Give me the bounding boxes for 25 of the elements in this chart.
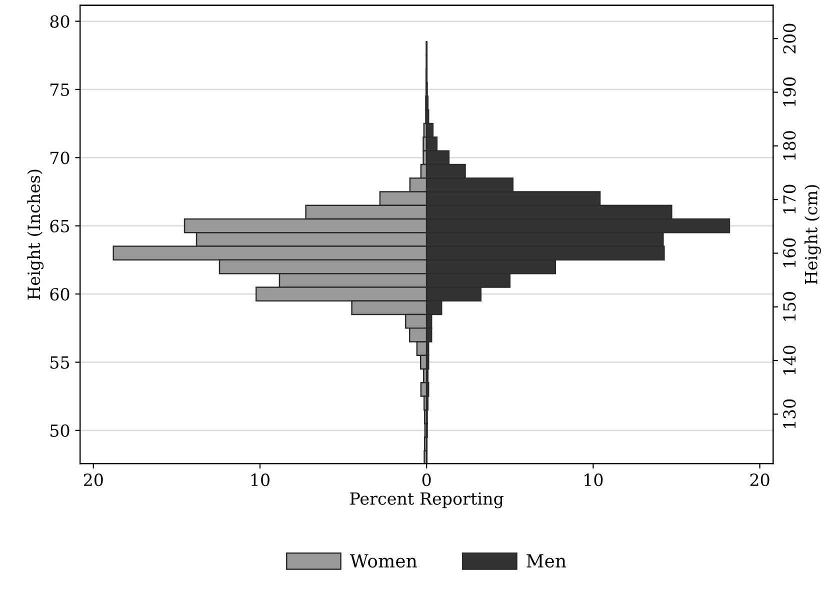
y2-tick-label: 130	[783, 399, 796, 428]
legend-label: Women	[350, 554, 417, 568]
y2-tick-label: 200	[783, 24, 796, 54]
x-tick-label: 20	[84, 474, 103, 486]
y2-tick-label: 150	[783, 292, 796, 321]
y2-tick-label: 190	[783, 77, 796, 106]
y-tick-label: 60	[50, 288, 70, 301]
y-tick-label: 50	[50, 424, 70, 437]
y2-axis-title: Height (cm)	[804, 185, 821, 284]
legend-label: Men	[526, 554, 566, 568]
x-tick-label: 20	[750, 474, 770, 486]
x-axis-title: Percent Reporting	[350, 492, 504, 508]
x-tick-label: 10	[251, 474, 270, 486]
y-tick-label: 55	[50, 356, 70, 369]
y2-tick-label: 140	[783, 346, 796, 374]
y-tick-label: 70	[50, 152, 70, 164]
y2-tick-label: 180	[783, 131, 796, 160]
y-tick-label: 80	[50, 15, 70, 28]
x-tick-label: 0	[422, 474, 431, 486]
y2-tick-label: 170	[783, 184, 796, 214]
x-tick-label: 10	[584, 474, 603, 486]
y-axis-title: Height (Inches)	[27, 170, 44, 300]
y-tick-label: 75	[50, 84, 70, 96]
y-tick-label: 65	[50, 220, 70, 232]
y2-tick-label: 160	[783, 238, 796, 268]
